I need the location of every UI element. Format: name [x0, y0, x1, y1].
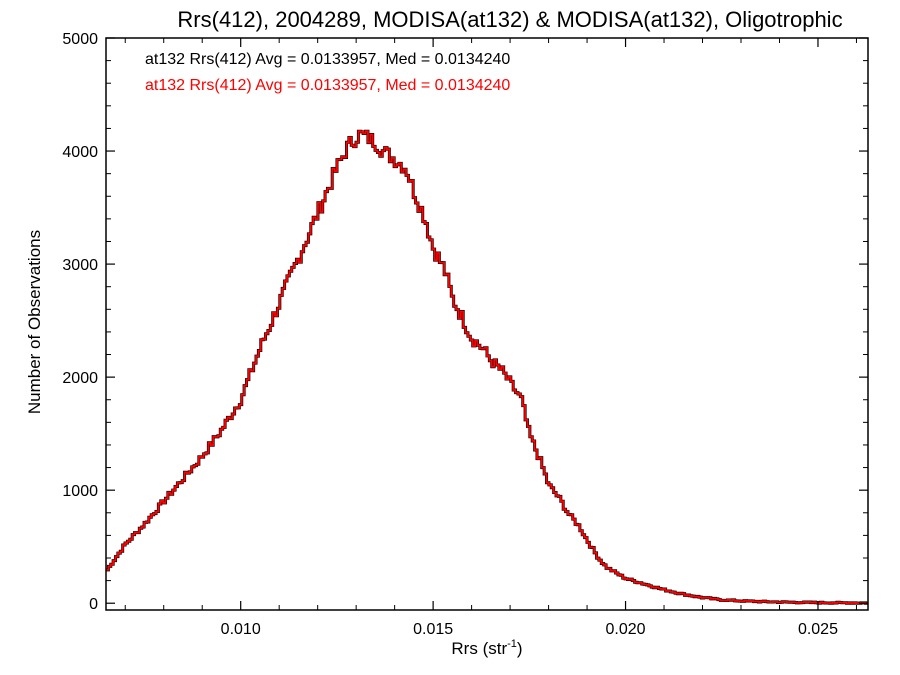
histogram-black-series — [106, 129, 868, 605]
x-tick-label: 0.010 — [221, 621, 261, 638]
x-axis-label: Rrs (str-1) — [451, 638, 522, 658]
x-tick-label: 0.025 — [798, 621, 838, 638]
y-tick-label: 0 — [89, 596, 98, 613]
y-tick-label: 1000 — [62, 483, 98, 500]
y-tick-label: 4000 — [62, 144, 98, 161]
annotation-red: at132 Rrs(412) Avg = 0.0133957, Med = 0.… — [145, 77, 510, 94]
y-axis-label: Number of Observations — [25, 230, 44, 414]
histogram-red-series — [106, 130, 868, 605]
y-tick-label: 5000 — [62, 31, 98, 48]
plot-frame — [105, 37, 869, 611]
annotation-black: at132 Rrs(412) Avg = 0.0133957, Med = 0.… — [145, 51, 510, 68]
data-layer — [106, 129, 868, 605]
y-tick-label: 2000 — [62, 370, 98, 387]
axes-layer: 0.010 0.015 0.020 0.025 0 1000 2000 3000 4000 500… — [62, 31, 869, 638]
chart-title: Rrs(412), 2004289, MODISA(at132) & MODIS… — [177, 7, 842, 32]
y-tick-label: 3000 — [62, 257, 98, 274]
x-tick-label: 0.015 — [413, 621, 453, 638]
x-tick-label: 0.020 — [606, 621, 646, 638]
